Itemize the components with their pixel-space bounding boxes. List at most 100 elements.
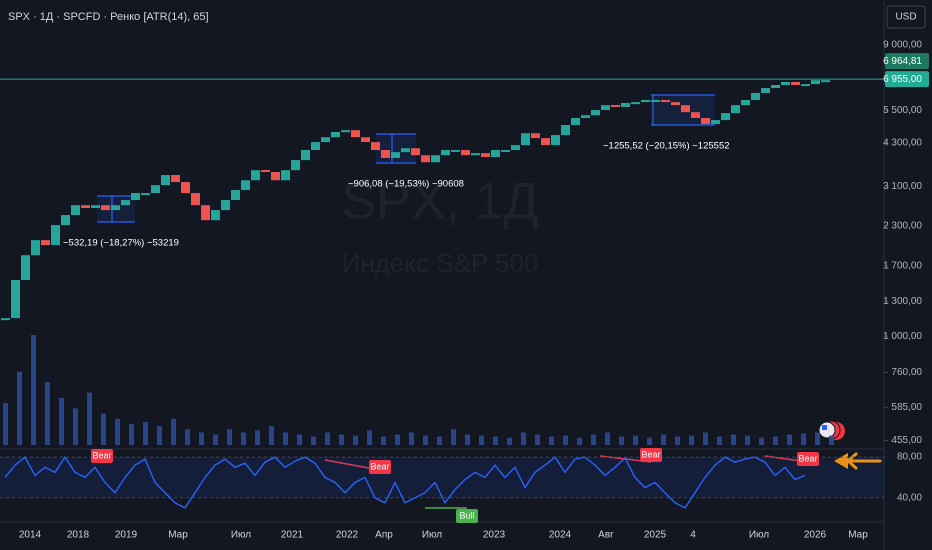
volume-bar [647, 437, 652, 445]
renko-brick [531, 133, 540, 139]
volume-bar [535, 434, 540, 445]
renko-brick [721, 113, 730, 121]
renko-brick [511, 145, 520, 151]
renko-brick [461, 150, 470, 156]
drawdown-label: −532,19 (−18,27%) −53219 [63, 238, 179, 249]
watermark: SPX, 1Д [341, 173, 538, 231]
volume-bar [507, 437, 512, 445]
renko-brick [281, 170, 290, 181]
x-tick-label: Мар [168, 530, 188, 541]
volume-bar [661, 434, 666, 445]
renko-brick [1, 318, 10, 321]
signal-tag [797, 452, 819, 466]
renko-brick [141, 193, 150, 196]
renko-brick [161, 175, 170, 186]
y-tick-label: 455,00 [891, 435, 922, 446]
volume-bar [17, 371, 22, 445]
volume-bar [619, 436, 624, 445]
renko-brick [381, 150, 390, 158]
volume-bar [731, 434, 736, 445]
renko-brick [651, 99, 660, 102]
renko-brick [731, 105, 740, 114]
x-tick-label: Апр [375, 530, 393, 541]
y-tick-label: 3 100,00 [883, 181, 922, 192]
renko-brick [301, 150, 310, 161]
renko-brick [701, 117, 710, 125]
volume-bar [143, 421, 148, 445]
drawdown-label: −1255,52 (−20,15%) −125552 [603, 141, 730, 152]
volume-bar [325, 432, 330, 445]
renko-brick [501, 150, 510, 153]
renko-brick [631, 102, 640, 105]
signal-tag [369, 460, 391, 474]
renko-brick [31, 240, 40, 256]
renko-brick [521, 133, 530, 146]
volume-bar [59, 397, 64, 445]
renko-brick [61, 215, 70, 226]
renko-brick [211, 210, 220, 221]
currency-button[interactable] [886, 5, 926, 29]
chart-title: SPX · 1Д · SPCFD · Ренко [ATR(14), 65] [8, 11, 209, 23]
signal-label: Bear [370, 461, 389, 471]
renko-brick [561, 125, 570, 136]
y-tick-label: 5 500,00 [883, 105, 922, 116]
volume-bar [801, 433, 806, 445]
renko-brick [791, 81, 800, 86]
volume-bar [549, 436, 554, 445]
price-label: 6 964,81 [883, 56, 922, 67]
renko-brick [201, 205, 210, 221]
renko-brick [491, 150, 500, 158]
renko-brick [181, 182, 190, 194]
signal-label: Bear [92, 450, 111, 460]
renko-brick [271, 172, 280, 181]
y-tick-label: 585,00 [891, 402, 922, 413]
signal-label: Bull [459, 510, 474, 520]
renko-brick [331, 132, 340, 138]
volume-bar [423, 435, 428, 445]
renko-brick [781, 81, 790, 86]
signal-label: Bear [798, 453, 817, 463]
y-tick-label: 1 700,00 [883, 260, 922, 271]
volume-bar [577, 437, 582, 445]
renko-brick [371, 142, 380, 151]
renko-brick [291, 160, 300, 171]
x-tick-label: 2021 [281, 530, 304, 541]
volume-bar [185, 429, 190, 445]
renko-brick [341, 130, 350, 133]
renko-brick [811, 80, 820, 85]
renko-brick [621, 103, 630, 108]
volume-bar [521, 432, 526, 445]
renko-brick [51, 225, 60, 246]
volume-bar [3, 403, 8, 445]
price-label-box [885, 53, 929, 70]
x-tick-label: 2014 [19, 530, 42, 541]
volume-bar [227, 429, 232, 445]
renko-brick [581, 115, 590, 118]
x-tick-label: 2025 [644, 530, 667, 541]
x-tick-label: 2022 [336, 530, 359, 541]
renko-brick [771, 85, 780, 89]
event-icon[interactable] [818, 420, 845, 440]
volume-bar [241, 432, 246, 445]
x-tick-label: 2018 [67, 530, 90, 541]
volume-bar [759, 437, 764, 445]
volume-bar [465, 434, 470, 445]
renko-brick [601, 105, 610, 111]
renko-brick [711, 120, 720, 125]
renko-brick [151, 185, 160, 194]
x-tick-label: 2023 [483, 530, 506, 541]
currency[interactable]: USD [895, 12, 916, 23]
renko-brick [241, 180, 250, 191]
price-label: 6 955,00 [883, 74, 922, 85]
x-tick-label: Июл [749, 530, 769, 541]
renko-brick [91, 205, 100, 209]
renko-brick [761, 88, 770, 93]
volume-bar [787, 434, 792, 445]
renko-brick [121, 200, 130, 206]
volume-bar [101, 413, 106, 445]
renko-brick [471, 153, 480, 156]
renko-brick [111, 205, 120, 211]
x-tick-label: 2024 [549, 530, 572, 541]
renko-brick [171, 175, 180, 183]
